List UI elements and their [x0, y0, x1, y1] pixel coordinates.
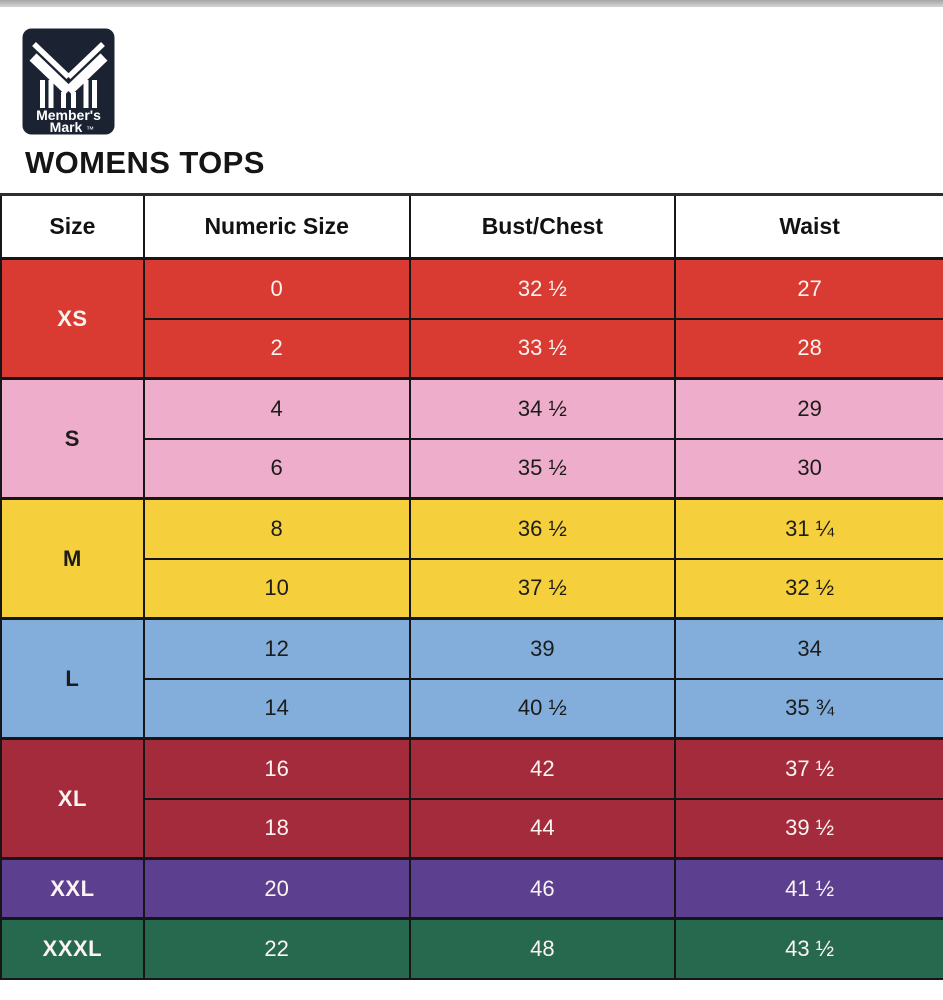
col-header-numeric-size: Numeric Size: [142, 193, 411, 260]
size-chart-body: XS 0 32 ½ 27 2 33 ½ 28 S 4 34 ½ 29 6 35 ½ 30 M 8 36 ½ 31 …: [0, 257, 943, 980]
col-header-size: Size: [0, 193, 145, 260]
waist-cell: 35 ¾: [674, 677, 943, 740]
waist-cell: 30: [674, 437, 943, 500]
numeric-size-cell: 6: [142, 437, 411, 500]
size-label-xs: XS: [0, 257, 145, 380]
table-row: XXL 20 46 41 ½: [0, 857, 943, 920]
numeric-size-cell: 14: [142, 677, 411, 740]
table-header: Size Numeric Size Bust/Chest Waist: [0, 193, 943, 260]
numeric-size-cell: 22: [142, 917, 411, 980]
members-mark-logo: Member's Mark ™: [22, 28, 115, 135]
trademark-symbol: ™: [86, 125, 94, 134]
table-row: XL 16 42 37 ½: [0, 737, 943, 860]
size-label-xxl: XXL: [0, 857, 145, 920]
table-row: 6 35 ½ 30: [1, 437, 943, 500]
waist-cell: 37 ½: [674, 737, 943, 800]
table-row: 14 40 ½ 35 ¾: [1, 677, 943, 740]
table-row: 18 44 39 ½: [1, 797, 943, 860]
members-mark-m-icon: [29, 42, 108, 95]
col-header-waist: Waist: [674, 193, 943, 260]
bust-chest-cell: 42: [408, 737, 677, 800]
waist-cell: 43 ½: [674, 917, 943, 980]
table-row: 2 33 ½ 28: [1, 317, 943, 380]
waist-cell: 27: [674, 257, 943, 320]
bust-chest-cell: 36 ½: [408, 497, 677, 560]
size-label-xl: XL: [0, 737, 145, 860]
waist-cell: 29: [674, 377, 943, 440]
col-header-bust-chest: Bust/Chest: [408, 193, 677, 260]
brand-header: Member's Mark ™: [22, 28, 943, 135]
numeric-size-cell: 18: [142, 797, 411, 860]
size-label-xxxl: XXXL: [0, 917, 145, 980]
table-row: 10 37 ½ 32 ½: [1, 557, 943, 620]
table-row: S 4 34 ½ 29: [0, 377, 943, 500]
waist-cell: 32 ½: [674, 557, 943, 620]
bust-chest-cell: 32 ½: [408, 257, 677, 320]
bust-chest-cell: 46: [408, 857, 677, 920]
waist-cell: 39 ½: [674, 797, 943, 860]
table-row: M 8 36 ½ 31 ¼: [0, 497, 943, 620]
bust-chest-cell: 35 ½: [408, 437, 677, 500]
bust-chest-cell: 39: [408, 617, 677, 680]
numeric-size-cell: 4: [142, 377, 411, 440]
numeric-size-cell: 12: [142, 617, 411, 680]
numeric-size-cell: 20: [142, 857, 411, 920]
numeric-size-cell: 16: [142, 737, 411, 800]
numeric-size-cell: 10: [142, 557, 411, 620]
page-title: WOMENS TOPS: [25, 145, 265, 180]
logo-text-line2: Mark: [50, 119, 83, 135]
logo-text-line1: Member's: [36, 107, 101, 123]
size-label-m: M: [0, 497, 145, 620]
bust-chest-cell: 44: [408, 797, 677, 860]
bust-chest-cell: 48: [408, 917, 677, 980]
bust-chest-cell: 40 ½: [408, 677, 677, 740]
bust-chest-cell: 34 ½: [408, 377, 677, 440]
numeric-size-cell: 2: [142, 317, 411, 380]
numeric-size-cell: 0: [142, 257, 411, 320]
table-row: L 12 39 34: [0, 617, 943, 740]
size-chart-table: Size Numeric Size Bust/Chest Waist XS 0 32…: [0, 193, 943, 980]
header-row: Size Numeric Size Bust/Chest Waist: [0, 193, 943, 260]
m-leg-stripes-icon: [40, 80, 97, 108]
waist-cell: 31 ¼: [674, 497, 943, 560]
table-row: XXXL 22 48 43 ½: [0, 917, 943, 980]
waist-cell: 28: [674, 317, 943, 380]
top-divider: [0, 0, 943, 7]
size-label-s: S: [0, 377, 145, 500]
size-label-l: L: [0, 617, 145, 740]
waist-cell: 41 ½: [674, 857, 943, 920]
numeric-size-cell: 8: [142, 497, 411, 560]
bust-chest-cell: 33 ½: [408, 317, 677, 380]
table-row: XS 0 32 ½ 27: [0, 257, 943, 380]
bust-chest-cell: 37 ½: [408, 557, 677, 620]
waist-cell: 34: [674, 617, 943, 680]
